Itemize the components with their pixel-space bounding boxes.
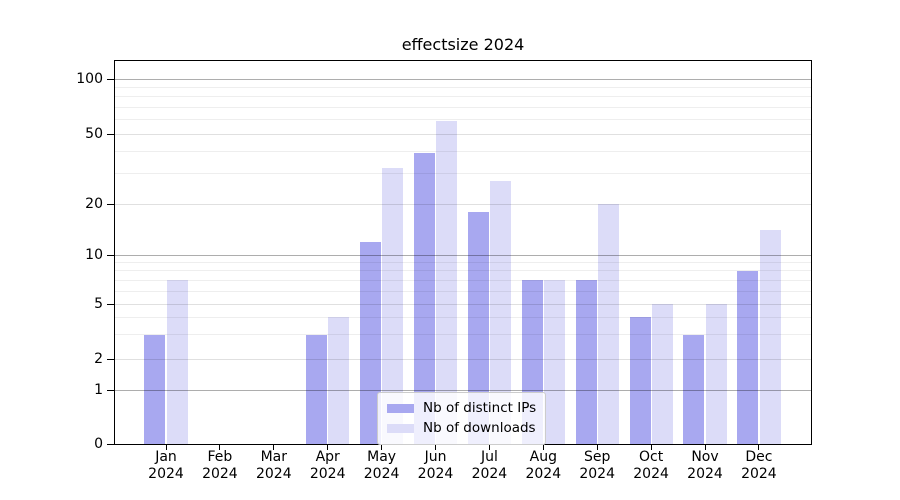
- bar-nb-of-downloads-sep: [597, 204, 619, 444]
- x-tick-label-feb-2024: Feb 2024: [202, 449, 238, 482]
- bar-nb-of-downloads-jan: [166, 280, 188, 444]
- gridline-y-4: [114, 316, 812, 318]
- bar-nb-of-distinct-ips-sep: [575, 280, 597, 444]
- y-tick-label-1: 1: [94, 382, 103, 398]
- x-tick-label-nov-2024: Nov 2024: [687, 449, 723, 482]
- x-tick-oct: [650, 445, 652, 450]
- gridline-y-2: [114, 358, 812, 360]
- y-tick-2: [107, 358, 114, 360]
- y-tick-label-5: 5: [94, 296, 103, 312]
- plot-area: [114, 60, 812, 445]
- bar-nb-of-downloads-aug: [543, 280, 565, 444]
- gridline-y-3: [114, 334, 812, 336]
- gridline-y-90: [114, 86, 812, 88]
- legend-swatch-downloads: [387, 423, 414, 433]
- bar-nb-of-downloads-oct: [651, 304, 673, 444]
- gridline-y-80: [114, 96, 812, 98]
- x-tick-sep: [596, 445, 598, 450]
- bar-nb-of-distinct-ips-nov: [683, 334, 705, 444]
- bar-nb-of-downloads-may: [382, 168, 404, 444]
- y-tick-100: [107, 78, 114, 80]
- y-tick-20: [107, 203, 114, 205]
- x-tick-label-may-2024: May 2024: [363, 449, 400, 482]
- bar-nb-of-distinct-ips-jul: [467, 211, 489, 444]
- x-tick-mar: [273, 445, 275, 450]
- x-tick-label-dec-2024: Dec 2024: [741, 449, 777, 482]
- gridline-y-30: [114, 172, 812, 174]
- y-tick-label-10: 10: [85, 247, 103, 263]
- bar-nb-of-distinct-ips-jan: [144, 334, 166, 444]
- x-tick-dec: [758, 445, 760, 450]
- y-tick-label-0: 0: [94, 436, 103, 452]
- bar-nb-of-downloads-jul: [490, 181, 511, 444]
- gridline-y-1: [114, 389, 812, 391]
- x-tick-label-jun-2024: Jun 2024: [417, 449, 454, 482]
- y-tick-label-2: 2: [94, 351, 103, 367]
- bar-nb-of-distinct-ips-dec: [737, 270, 759, 444]
- gridline-y-50: [114, 133, 812, 135]
- y-tick-label-50: 50: [85, 126, 103, 142]
- legend-swatch-distinct-ips: [387, 403, 414, 413]
- y-tick-50: [107, 133, 114, 135]
- x-tick-apr: [327, 445, 329, 450]
- x-tick-label-mar-2024: Mar 2024: [255, 449, 292, 482]
- x-tick-label-apr-2024: Apr 2024: [309, 449, 346, 482]
- y-tick-1: [107, 389, 114, 391]
- y-tick-0: [107, 443, 114, 445]
- x-tick-jun: [435, 445, 436, 450]
- x-tick-label-jan-2024: Jan 2024: [148, 449, 184, 482]
- bar-nb-of-distinct-ips-jun: [413, 153, 435, 444]
- x-tick-label-jul-2024: Jul 2024: [471, 449, 508, 482]
- gridline-y-60: [114, 119, 812, 120]
- y-tick-10: [107, 254, 114, 256]
- bar-nb-of-downloads-apr: [328, 317, 350, 444]
- x-tick-jan: [165, 445, 167, 450]
- chart-title: effectsize 2024: [401, 35, 525, 54]
- bar-nb-of-distinct-ips-may: [360, 241, 381, 444]
- gridline-y-40: [114, 150, 812, 152]
- bar-nb-of-distinct-ips-oct: [629, 317, 651, 444]
- gridline-y-6: [114, 290, 812, 292]
- legend: Nb of distinct IPs Nb of downloads: [377, 392, 547, 445]
- legend-label-downloads: Nb of downloads: [423, 420, 536, 436]
- x-tick-feb: [219, 445, 221, 450]
- x-tick-jul: [488, 445, 490, 450]
- x-tick-aug: [542, 445, 544, 450]
- legend-label-distinct-ips: Nb of distinct IPs: [423, 400, 537, 416]
- y-tick-label-20: 20: [85, 196, 103, 212]
- gridline-y-9: [114, 261, 812, 263]
- gridline-y-10: [114, 254, 812, 256]
- x-tick-may: [381, 445, 383, 450]
- gridline-y-20: [114, 203, 812, 205]
- gridline-y-8: [114, 270, 812, 272]
- gridline-y-5: [114, 303, 812, 305]
- legend-item-downloads: Nb of downloads: [387, 418, 536, 438]
- gridline-y-100: [114, 78, 812, 80]
- x-tick-label-aug-2024: Aug 2024: [525, 449, 562, 482]
- bar-nb-of-distinct-ips-apr: [306, 334, 328, 444]
- y-tick-label-100: 100: [76, 71, 103, 87]
- y-tick-5: [107, 303, 114, 305]
- bar-nb-of-downloads-dec: [759, 230, 781, 444]
- x-tick-label-oct-2024: Oct 2024: [633, 449, 669, 482]
- gridline-y-70: [114, 106, 812, 108]
- x-tick-label-sep-2024: Sep 2024: [579, 449, 615, 482]
- bar-nb-of-downloads-jun: [436, 120, 458, 444]
- gridline-y-7: [114, 279, 812, 281]
- bar-nb-of-downloads-nov: [705, 304, 727, 444]
- legend-item-distinct-ips: Nb of distinct IPs: [387, 398, 536, 418]
- x-tick-nov: [704, 445, 706, 450]
